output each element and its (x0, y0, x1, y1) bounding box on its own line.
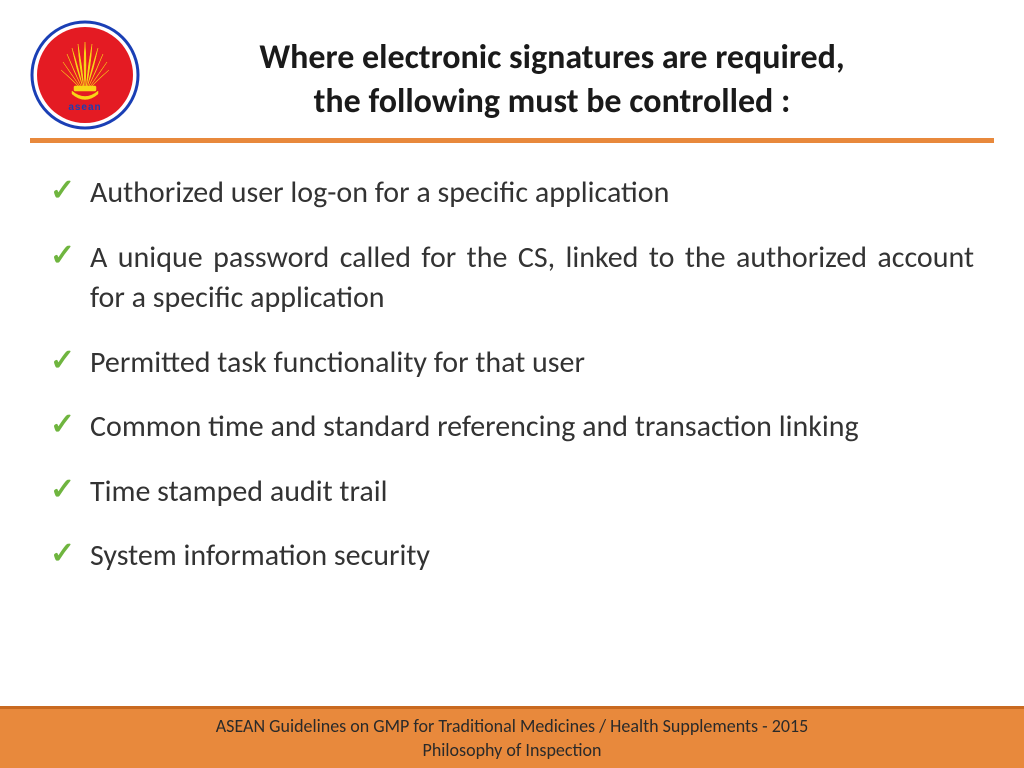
header: asean Where electronic signatures are re… (0, 0, 1024, 130)
bullet-text: Authorized user log-on for a specific ap… (90, 173, 974, 214)
checkmark-icon: ✓ (50, 238, 90, 274)
bullet-item: ✓Common time and standard referencing an… (50, 407, 974, 448)
slide-title: Where electronic signatures are required… (140, 26, 984, 124)
checkmark-icon: ✓ (50, 173, 90, 209)
footer-bar: ASEAN Guidelines on GMP for Traditional … (0, 706, 1024, 768)
checkmark-icon: ✓ (50, 343, 90, 379)
bullet-text: Common time and standard referencing and… (90, 407, 974, 448)
bullet-item: ✓System information security (50, 536, 974, 577)
content-area: ✓Authorized user log-on for a specific a… (0, 143, 1024, 577)
title-line-2: the following must be controlled : (314, 81, 791, 122)
asean-logo: asean (30, 20, 140, 130)
bullet-item: ✓Permitted task functionality for that u… (50, 343, 974, 384)
checkmark-icon: ✓ (50, 536, 90, 572)
bullet-text: System information security (90, 536, 974, 577)
checkmark-icon: ✓ (50, 407, 90, 443)
bullet-text: Permitted task functionality for that us… (90, 343, 974, 384)
bullet-text: Time stamped audit trail (90, 472, 974, 513)
bullet-item: ✓Authorized user log-on for a specific a… (50, 173, 974, 214)
bullet-item: ✓Time stamped audit trail (50, 472, 974, 513)
footer-text-2: Philosophy of Inspection (423, 739, 602, 762)
bullet-item: ✓A unique password called for the CS, li… (50, 238, 974, 319)
title-line-1: Where electronic signatures are required… (259, 37, 844, 78)
bullet-text: A unique password called for the CS, lin… (90, 238, 974, 319)
logo-label: asean (68, 102, 101, 113)
checkmark-icon: ✓ (50, 472, 90, 508)
footer-text-1: ASEAN Guidelines on GMP for Traditional … (216, 715, 808, 738)
slide: asean Where electronic signatures are re… (0, 0, 1024, 768)
